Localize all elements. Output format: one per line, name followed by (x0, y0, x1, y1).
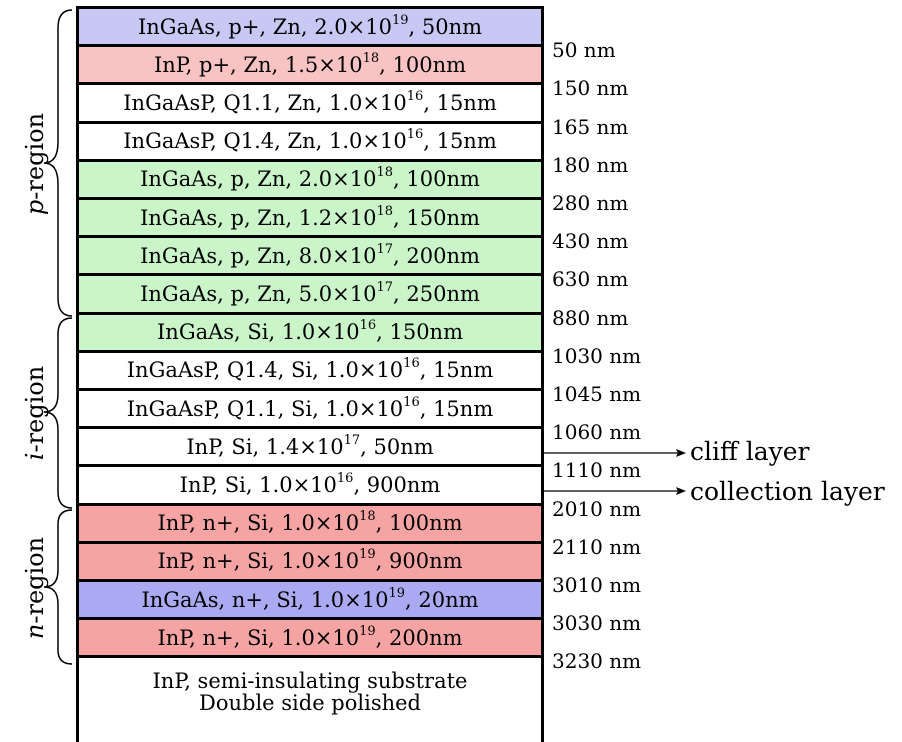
layer-label: InP, n+, Si, 1.0×1019, 200nm (157, 623, 463, 650)
layer-label: InGaAs, p, Zn, 1.2×1018, 150nm (140, 203, 480, 230)
depth-label: 3230 nm (552, 649, 642, 674)
layer-label: InGaAsP, Q1.4, Zn, 1.0×1016, 15nm (123, 127, 497, 154)
layer-label: InGaAs, p, Zn, 5.0×1017, 250nm (140, 279, 480, 306)
layer-label: InGaAsP, Q1.4, Si, 1.0×1016, 15nm (126, 356, 494, 383)
layer-14: InP, n+, Si, 1.0×1018, 100nm (76, 502, 544, 544)
depth-label: 1030 nm (552, 343, 642, 368)
layer-12: InP, Si, 1.4×1017, 50nm (76, 426, 544, 468)
p-region-label: p-region (21, 112, 49, 216)
collection-layer-label: collection layer (690, 477, 885, 506)
substrate-line-2: Double side polished (199, 691, 421, 716)
layer-9: InGaAs, Si, 1.0×1016, 150nm (76, 311, 544, 353)
layer-2: InP, p+, Zn, 1.5×1018, 100nm (76, 44, 544, 86)
layer-label: InP, Si, 1.4×1017, 50nm (186, 432, 434, 459)
substrate-line-1: InP, semi-insulating substrate (152, 669, 468, 694)
layer-label: InGaAs, Si, 1.0×1016, 150nm (157, 318, 463, 345)
depth-label: 180 nm (552, 152, 629, 177)
layer-7: InGaAs, p, Zn, 8.0×1017, 200nm (76, 235, 544, 277)
layer-label: InP, Si, 1.0×1016, 900nm (179, 470, 441, 497)
depth-label: 150 nm (552, 76, 629, 101)
layer-13: InP, Si, 1.0×1016, 900nm (76, 464, 544, 506)
layer-label: InP, p+, Zn, 1.5×1018, 100nm (153, 50, 467, 77)
layer-label: InP, n+, Si, 1.0×1019, 900nm (157, 547, 463, 574)
depth-label: 2010 nm (552, 496, 642, 521)
layer-label: InGaAs, p, Zn, 2.0×1018, 100nm (140, 165, 480, 192)
depth-label: 430 nm (552, 229, 629, 254)
depth-label: 50 nm (552, 38, 616, 63)
layer-15: InP, n+, Si, 1.0×1019, 900nm (76, 540, 544, 582)
i-region-label: i-region (21, 365, 49, 461)
layer-label: InGaAsP, Q1.1, Si, 1.0×1016, 15nm (126, 394, 494, 421)
layer-10: InGaAsP, Q1.4, Si, 1.0×1016, 15nm (76, 349, 544, 391)
layer-4: InGaAsP, Q1.4, Zn, 1.0×1016, 15nm (76, 120, 544, 162)
depth-label: 1110 nm (552, 458, 642, 483)
layer-label: InGaAs, p+, Zn, 2.0×1019, 50nm (137, 12, 483, 39)
depth-label: 1060 nm (552, 420, 642, 445)
depth-label: 2110 nm (552, 534, 642, 559)
depth-label: 280 nm (552, 191, 629, 215)
depth-label: 3010 nm (552, 573, 642, 597)
depth-label: 3030 nm (552, 611, 642, 636)
cliff-layer-label: cliff layer (690, 437, 810, 466)
layer-label: InGaAs, n+, Si, 1.0×1019, 20nm (141, 585, 479, 612)
layer-label: InP, n+, Si, 1.0×1018, 100nm (157, 509, 463, 536)
depth-label: 1045 nm (552, 382, 642, 406)
depth-label: 630 nm (552, 267, 629, 292)
substrate-layer: InP, semi-insulating substrate Double sid… (76, 658, 544, 742)
layer-16: InGaAs, n+, Si, 1.0×1019, 20nm (76, 579, 544, 621)
layer-11: InGaAsP, Q1.1, Si, 1.0×1016, 15nm (76, 388, 544, 430)
depth-label: 880 nm (552, 305, 629, 330)
n-region-label: n-region (21, 536, 49, 640)
layer-label: InGaAs, p, Zn, 8.0×1017, 200nm (140, 241, 480, 268)
layer-5: InGaAs, p, Zn, 2.0×1018, 100nm (76, 158, 544, 200)
layer-6: InGaAs, p, Zn, 1.2×1018, 150nm (76, 197, 544, 239)
layer-1: InGaAs, p+, Zn, 2.0×1019, 50nm (76, 6, 544, 48)
layer-17: InP, n+, Si, 1.0×1019, 200nm (76, 617, 544, 659)
layer-label: InGaAsP, Q1.1, Zn, 1.0×1016, 15nm (123, 88, 497, 115)
layer-3: InGaAsP, Q1.1, Zn, 1.0×1016, 15nm (76, 82, 544, 124)
layer-8: InGaAs, p, Zn, 5.0×1017, 250nm (76, 273, 544, 315)
depth-label: 165 nm (552, 114, 629, 139)
